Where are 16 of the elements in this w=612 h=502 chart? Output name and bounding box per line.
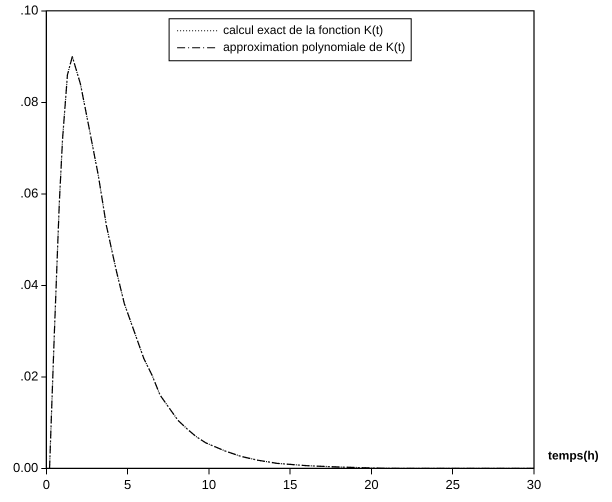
x-tick-label: 20 <box>364 476 379 492</box>
y-tick-label: .04 <box>20 276 38 292</box>
x-tick-label: 5 <box>124 476 132 492</box>
x-tick-label: 15 <box>282 476 298 492</box>
y-tick-label: .10 <box>20 2 38 18</box>
x-tick-label: 25 <box>445 476 460 492</box>
y-tick-label: .06 <box>20 185 38 200</box>
x-tick-label: 10 <box>202 476 216 492</box>
y-tick-label: .02 <box>20 368 38 384</box>
legend-label: approximation polynomiale de K(t) <box>223 40 406 54</box>
y-tick-label: 0.00 <box>12 460 38 475</box>
legend-label: calcul exact de la fonction K(t) <box>223 23 384 38</box>
x-tick-label: 30 <box>526 476 542 492</box>
x-tick-label: 0 <box>42 476 50 492</box>
x-axis-title: temps(h) <box>548 448 599 463</box>
y-tick-label: .08 <box>20 94 38 109</box>
